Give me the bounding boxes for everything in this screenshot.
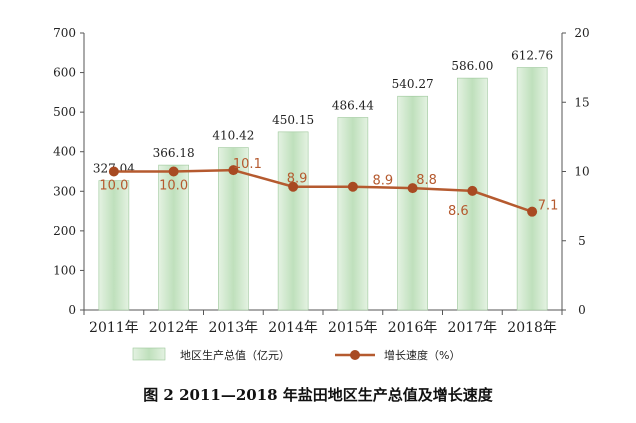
gdp-bar: [158, 164, 189, 311]
x-tick-label: 2017年: [448, 320, 498, 336]
growth-marker: [347, 181, 358, 192]
growth-label: 10.1: [233, 157, 262, 172]
right-tick-label: 10: [574, 165, 589, 179]
right-tick-label: 20: [574, 26, 589, 40]
gdp-bar: [277, 131, 309, 311]
x-tick-label: 2012年: [149, 320, 199, 336]
growth-marker: [407, 183, 418, 194]
gdp-bar-label: 410.42: [212, 129, 254, 143]
legend-line-label: 增长速度（%）: [384, 348, 460, 362]
x-tick-label: 2016年: [388, 320, 438, 336]
legend-bar-label: 地区生产总值（亿元）: [180, 348, 290, 362]
growth-marker: [288, 181, 299, 192]
growth-marker: [228, 165, 239, 176]
growth-marker: [108, 166, 119, 177]
left-tick-label: 600: [53, 66, 76, 80]
gdp-bar-label: 366.18: [153, 146, 195, 160]
gdp-bar-label: 486.44: [332, 99, 374, 113]
right-tick-label: 5: [578, 234, 586, 248]
gdp-bar-label: 612.76: [511, 49, 553, 63]
growth-label: 10.0: [99, 179, 128, 194]
chart-title: 图 2 2011—2018 年盐田地区生产总值及增长速度: [143, 386, 494, 404]
growth-line: [113, 168, 533, 213]
left-tick-label: 500: [53, 105, 76, 119]
gdp-bar: [98, 180, 130, 311]
gdp-bar: [397, 95, 428, 311]
plot-area: 0 100 200 300 400 500 600 700 0 5 10 15 20 2011年 2012年…: [53, 26, 590, 336]
right-tick-label: 15: [574, 95, 589, 109]
growth-marker: [467, 185, 478, 196]
left-tick-label: 0: [68, 303, 76, 317]
gdp-bar: [516, 67, 548, 311]
gdp-bar-label: 586.00: [451, 59, 493, 73]
left-tick-label: 200: [53, 224, 76, 238]
growth-marker: [168, 166, 179, 177]
growth-label: 8.9: [373, 174, 394, 189]
legend-line-marker: [350, 350, 360, 360]
growth-label: 7.1: [538, 199, 559, 214]
x-tick-label: 2011年: [89, 320, 139, 336]
gdp-bar: [337, 117, 369, 311]
x-tick-label: 2014年: [268, 320, 318, 336]
left-tick-label: 400: [53, 145, 76, 159]
right-tick-label: 0: [578, 303, 586, 317]
x-tick-label: 2018年: [507, 320, 557, 336]
gdp-bar-label: 450.15: [272, 113, 314, 127]
legend: 地区生产总值（亿元） 增长速度（%）: [132, 347, 460, 362]
left-tick-label: 300: [53, 184, 76, 198]
x-tick-label: 2013年: [209, 320, 259, 336]
x-tick-label: 2015年: [328, 320, 378, 336]
growth-label: 8.6: [448, 204, 469, 219]
left-tick-label: 100: [53, 263, 76, 277]
growth-label: 8.9: [287, 172, 308, 187]
growth-label: 10.0: [159, 179, 188, 194]
gdp-bar-label: 540.27: [392, 77, 434, 91]
growth-marker: [527, 206, 538, 217]
legend-bar-swatch: [132, 347, 166, 361]
growth-label: 8.8: [416, 173, 437, 188]
left-tick-label: 700: [53, 26, 76, 40]
